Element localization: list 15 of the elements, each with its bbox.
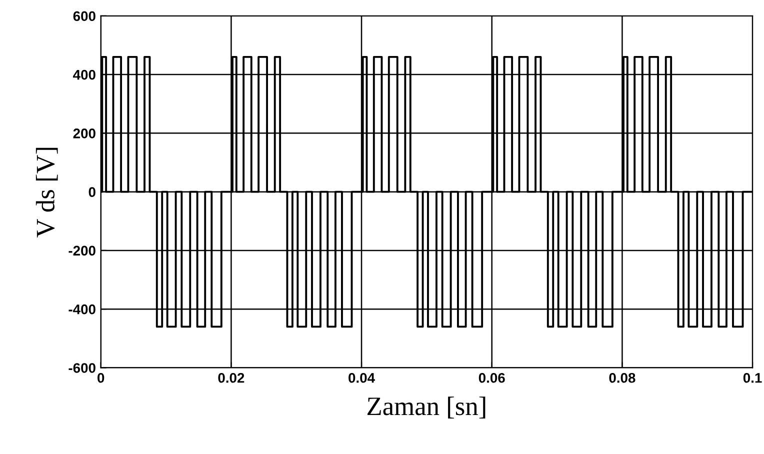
x-tick-label: 0.04 xyxy=(348,372,375,383)
x-tick-label: 0 xyxy=(98,372,104,383)
y-tick-label: 600 xyxy=(73,11,96,22)
y-tick-label: -600 xyxy=(68,363,96,373)
y-tick-label: 400 xyxy=(73,70,96,80)
y-tick-label: -400 xyxy=(68,304,96,314)
x-tick-label: 0.1 xyxy=(743,372,762,383)
x-axis-title: Zaman [sn] xyxy=(368,396,486,418)
y-tick-label: 0 xyxy=(88,187,96,197)
x-tick-label: 0.08 xyxy=(609,372,636,383)
y-axis-title: V ds [V] xyxy=(36,148,58,238)
y-tick-label: 200 xyxy=(73,128,96,138)
x-tick-label: 0.06 xyxy=(478,372,505,383)
x-tick-label: 0.02 xyxy=(218,372,244,383)
y-tick-label: -200 xyxy=(68,246,96,256)
